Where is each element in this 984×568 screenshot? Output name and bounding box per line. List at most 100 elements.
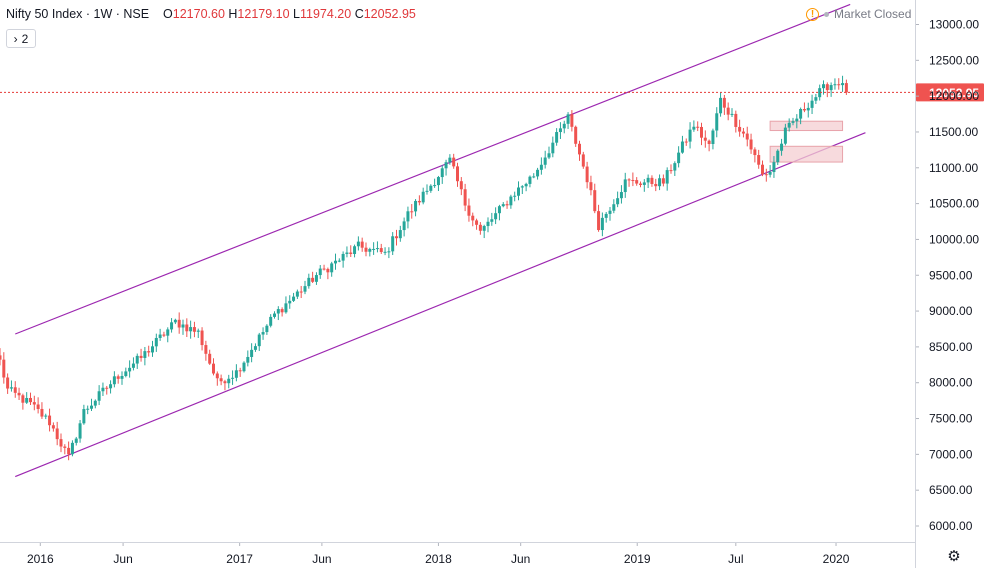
candle-body	[772, 162, 776, 173]
candle-body	[311, 277, 315, 282]
candle-body	[429, 185, 433, 191]
candle-body	[482, 226, 486, 231]
gear-icon[interactable]: ⚙	[947, 548, 961, 565]
chevron-right-icon: ›	[13, 31, 18, 46]
candle	[246, 350, 250, 367]
candle	[36, 397, 40, 414]
candle-body	[616, 198, 620, 205]
candle-body	[379, 248, 383, 253]
candle	[562, 120, 566, 134]
candle	[478, 222, 482, 235]
candle	[143, 346, 147, 366]
candle-body	[642, 182, 646, 185]
candle	[425, 184, 429, 195]
candle-body	[780, 143, 784, 151]
candle	[745, 126, 749, 147]
indicators-toggle-button[interactable]: › 2	[6, 29, 36, 48]
trend-channel	[15, 3, 866, 478]
candle	[189, 320, 193, 339]
candle-body	[368, 248, 372, 252]
candle	[619, 185, 623, 204]
support-zones	[769, 120, 844, 163]
candle	[822, 80, 825, 95]
candle-body	[55, 428, 59, 440]
candle	[459, 177, 463, 196]
candle-body	[124, 371, 128, 376]
open-value: 12170.60	[172, 7, 225, 21]
candle	[112, 371, 116, 388]
candle	[738, 119, 742, 137]
y-tick-label: 8500.00	[929, 340, 973, 354]
candle	[795, 114, 799, 129]
candle-body	[292, 296, 296, 301]
last-price-label: 12052.95	[929, 86, 979, 100]
candle-body	[757, 155, 761, 165]
candle	[547, 146, 551, 160]
candle	[360, 237, 364, 252]
candle-body	[467, 205, 471, 216]
candle-body	[791, 121, 795, 123]
candle-body	[97, 391, 101, 401]
candle-body	[490, 219, 494, 222]
candle-body	[299, 291, 303, 293]
candle-body	[78, 423, 82, 439]
candle	[570, 110, 574, 132]
y-tick-label: 10500.00	[929, 197, 979, 211]
candle-body	[623, 179, 627, 193]
candle-body	[253, 346, 257, 350]
x-tick-label: 2016	[27, 552, 54, 566]
candle-body	[471, 215, 475, 221]
candle	[78, 420, 82, 443]
y-tick-label: 7500.00	[929, 412, 973, 426]
candle	[349, 245, 353, 257]
candle	[578, 140, 581, 161]
candle-body	[520, 186, 524, 188]
candle-body	[36, 404, 40, 409]
candle	[40, 402, 44, 419]
candle	[791, 117, 795, 126]
candle	[513, 191, 517, 202]
candle	[231, 370, 235, 385]
candle-body	[120, 375, 124, 379]
candle	[170, 318, 174, 333]
candle	[703, 130, 707, 148]
candle	[517, 181, 520, 201]
candle	[93, 399, 97, 409]
candle-body	[749, 139, 753, 150]
candle-body	[227, 378, 231, 384]
candle-body	[673, 163, 677, 171]
candle-body	[295, 291, 299, 297]
candle	[799, 107, 803, 125]
channel-line-upper	[15, 3, 851, 335]
candle	[162, 331, 166, 338]
candle	[131, 357, 135, 371]
candle	[0, 348, 2, 366]
y-tick-label: 11500.00	[929, 125, 978, 139]
candle	[658, 174, 662, 191]
candle-body	[32, 402, 36, 405]
candle-body	[13, 387, 17, 393]
y-tick-label: 6500.00	[929, 483, 973, 497]
candle-body	[25, 397, 29, 403]
candle	[372, 242, 376, 255]
candle	[173, 318, 177, 325]
candle-body	[753, 149, 757, 156]
candle	[345, 246, 349, 258]
candle-body	[677, 152, 681, 164]
market-status[interactable]: ! Market Closed	[806, 7, 911, 21]
support-zone	[769, 145, 844, 163]
candle-body	[101, 387, 105, 392]
candle-body	[703, 137, 707, 141]
candle	[566, 112, 570, 129]
candle	[448, 154, 452, 165]
candle	[181, 319, 185, 335]
candle-body	[421, 191, 425, 203]
candle-body	[391, 236, 395, 252]
candle	[238, 367, 242, 377]
status-dot-icon	[824, 11, 829, 17]
candle-body	[387, 251, 391, 253]
candle-body	[810, 100, 814, 108]
candle	[436, 175, 440, 192]
y-tick-label: 6000.00	[929, 519, 973, 533]
